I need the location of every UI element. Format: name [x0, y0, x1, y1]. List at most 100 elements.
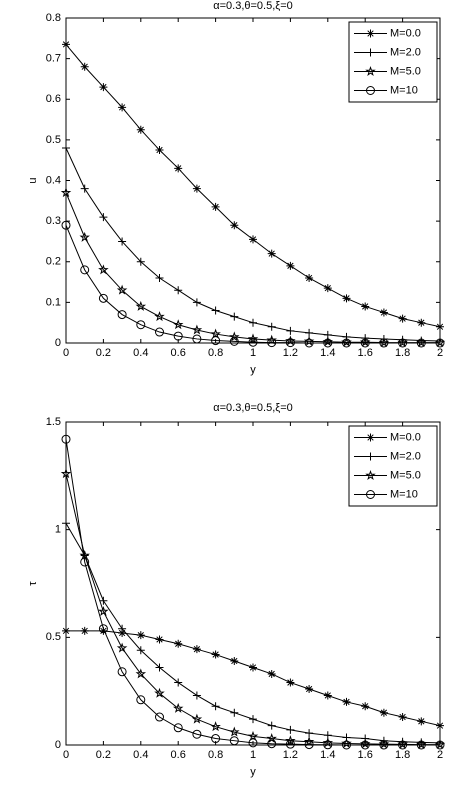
y-tick-label: 0.3 — [46, 215, 61, 227]
data-point — [118, 237, 127, 246]
y-tick-label: 0.7 — [46, 53, 61, 65]
data-point — [79, 549, 90, 560]
chart-title: α=0.3,θ=0.5,ξ=0 — [213, 0, 293, 12]
y-tick-label: 0.5 — [46, 134, 61, 146]
data-point — [154, 687, 165, 698]
data-point — [230, 312, 239, 321]
data-point — [286, 261, 295, 270]
data-point — [118, 629, 127, 638]
data-point — [323, 691, 332, 700]
data-point — [416, 739, 427, 750]
data-point — [173, 331, 183, 341]
x-axis-label: y — [250, 364, 256, 376]
data-point — [230, 708, 239, 717]
data-point — [359, 336, 371, 347]
data-point — [249, 663, 257, 672]
data-point — [136, 646, 145, 655]
x-tick-label: 2 — [437, 749, 443, 761]
x-tick-label: 0.8 — [208, 749, 223, 761]
data-point — [174, 286, 183, 295]
data-point — [117, 310, 127, 320]
x-tick-label: 1.2 — [283, 749, 298, 761]
legend-marker — [366, 29, 375, 38]
x-tick-label: 1.4 — [320, 749, 335, 761]
data-point — [211, 336, 221, 346]
data-point — [229, 331, 240, 342]
data-point — [397, 337, 408, 348]
data-point — [173, 723, 183, 733]
x-tick-label: 1.8 — [395, 749, 410, 761]
x-tick-label: 1.6 — [358, 347, 373, 359]
data-point — [192, 298, 201, 307]
legend-marker — [365, 469, 376, 480]
data-point — [247, 730, 259, 741]
x-tick-label: 0 — [63, 749, 69, 761]
data-point — [155, 327, 164, 337]
data-point — [98, 264, 109, 275]
data-point — [342, 697, 351, 706]
x-tick-label: 0.6 — [171, 347, 186, 359]
data-point — [136, 695, 146, 705]
data-point — [155, 663, 164, 672]
legend-label: M=5.0 — [390, 65, 421, 77]
legend-label: M=10 — [390, 84, 418, 96]
data-point — [247, 333, 259, 344]
data-point — [80, 626, 89, 635]
chart-title: α=0.3,θ=0.5,ξ=0 — [213, 402, 293, 414]
x-tick-label: 2 — [437, 347, 443, 359]
data-point — [397, 738, 408, 749]
data-point — [229, 726, 240, 737]
data-point — [136, 125, 145, 134]
data-point — [99, 213, 108, 222]
data-point — [192, 645, 201, 654]
legend-marker — [365, 65, 376, 76]
data-point — [267, 669, 276, 678]
data-point — [323, 284, 332, 293]
data-point — [286, 725, 295, 734]
data-point — [192, 184, 201, 193]
legend-marker — [366, 86, 375, 95]
y-tick-label: 0 — [55, 739, 61, 751]
data-point — [211, 734, 221, 744]
x-tick-label: 0.8 — [208, 347, 223, 359]
data-point — [398, 713, 407, 722]
data-point — [99, 596, 108, 605]
data-point — [99, 83, 108, 92]
x-tick-label: 0.2 — [96, 749, 111, 761]
legend-label: M=0.0 — [390, 431, 421, 443]
x-tick-label: 1 — [250, 749, 256, 761]
data-point — [267, 249, 276, 258]
data-point — [174, 639, 183, 648]
data-point — [210, 328, 221, 339]
y-tick-label: 0.2 — [46, 256, 61, 268]
legend-label: M=2.0 — [390, 46, 421, 58]
y-tick-label: 0.1 — [46, 296, 61, 308]
data-point — [361, 702, 370, 711]
data-point — [155, 146, 164, 155]
x-tick-label: 0 — [63, 347, 69, 359]
data-point — [135, 668, 147, 679]
data-point — [286, 678, 295, 687]
data-point — [117, 667, 127, 677]
y-tick-label: 1.5 — [46, 416, 61, 428]
data-point — [80, 265, 90, 275]
data-point — [155, 712, 164, 722]
y-axis-label: τ — [27, 581, 39, 586]
data-point — [379, 308, 388, 317]
data-point — [136, 257, 145, 266]
y-tick-label: 0.5 — [46, 631, 61, 643]
data-point — [305, 328, 314, 337]
data-point — [286, 326, 295, 335]
data-point — [98, 293, 108, 303]
data-point — [191, 324, 203, 335]
data-point — [303, 736, 315, 747]
series-line — [65, 192, 440, 344]
data-point — [80, 62, 89, 71]
x-tick-label: 0.4 — [133, 347, 148, 359]
data-point — [118, 103, 127, 112]
data-point — [211, 702, 220, 711]
data-point — [267, 739, 277, 749]
data-point — [230, 221, 239, 230]
